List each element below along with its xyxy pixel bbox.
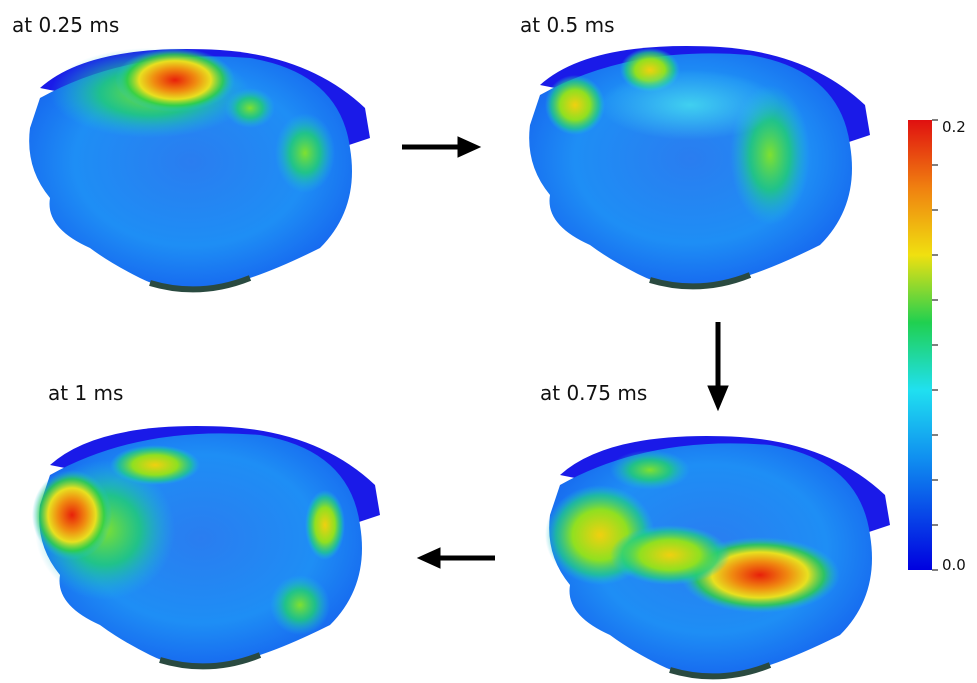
figure: at 0.25 ms at 0.5 ms at 0.75 ms at 1 ms … xyxy=(0,0,977,683)
panel-label: at 0.75 ms xyxy=(540,381,647,405)
panel-label: at 1 ms xyxy=(48,381,123,405)
panel-label: at 0.5 ms xyxy=(520,13,615,37)
colorbar: 0.2 0.0 xyxy=(908,118,966,574)
colorbar-max: 0.2 xyxy=(942,118,966,136)
colorbar-min: 0.0 xyxy=(942,556,966,574)
panel xyxy=(545,436,890,677)
panel xyxy=(29,48,370,291)
panel-label: at 0.25 ms xyxy=(12,13,119,37)
panel xyxy=(529,46,870,287)
panel xyxy=(32,426,380,667)
